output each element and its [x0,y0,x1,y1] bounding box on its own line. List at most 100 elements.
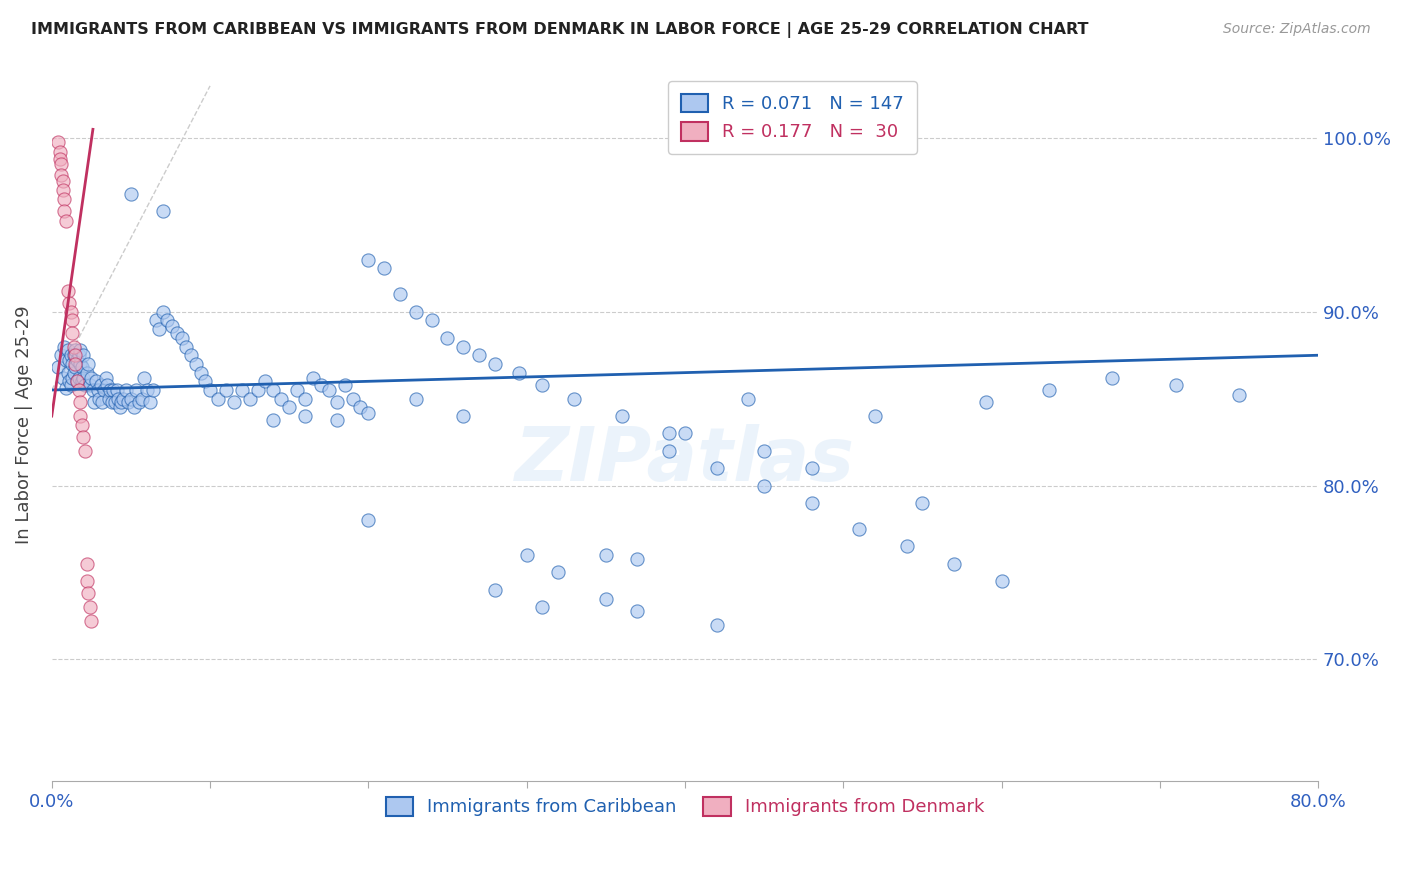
Point [69,395,91,409]
Point [66,353,89,368]
Point [453,409,475,423]
Point [77,586,100,600]
Point [77,357,100,371]
Point [48,145,70,159]
Point [94,371,117,385]
Point [63,366,86,380]
Point [52,371,75,385]
Point [752,443,775,458]
Point [101,395,124,409]
Point [107,392,129,406]
Point [84,374,107,388]
Point [55,381,77,395]
Point [436,331,458,345]
Point [673,426,696,441]
Text: IMMIGRANTS FROM CARIBBEAN VS IMMIGRANTS FROM DENMARK IN LABOR FORCE | AGE 25-29 : IMMIGRANTS FROM CARIBBEAN VS IMMIGRANTS … [31,22,1088,38]
Point [97,392,120,406]
Point [122,401,145,415]
Point [67,371,90,385]
Point [468,348,491,362]
Point [58,374,80,388]
Point [453,340,475,354]
Point [737,392,759,406]
Point [79,377,101,392]
Point [176,340,198,354]
Point [65,348,87,362]
Point [626,604,648,618]
Point [484,357,506,371]
Point [53,204,76,219]
Point [896,540,918,554]
Point [610,409,633,423]
Point [55,214,77,228]
Text: ZIPatlas: ZIPatlas [515,424,855,497]
Point [56,284,79,298]
Point [53,340,76,354]
Point [142,383,165,397]
Point [706,461,728,475]
Point [595,591,617,606]
Point [357,513,380,527]
Point [373,261,395,276]
Point [626,551,648,566]
Point [325,412,347,426]
Point [60,313,83,327]
Point [65,357,87,371]
Y-axis label: In Labor Force | Age 25-29: In Labor Force | Age 25-29 [15,305,32,544]
Point [65,360,87,375]
Point [83,395,105,409]
Point [53,192,76,206]
Point [80,614,103,628]
Point [262,412,284,426]
Point [285,383,308,397]
Point [531,377,554,392]
Point [120,392,142,406]
Point [990,574,1012,589]
Point [152,305,174,319]
Point [170,331,193,345]
Point [357,406,380,420]
Point [55,353,77,368]
Point [52,183,75,197]
Point [222,395,245,409]
Point [120,186,142,201]
Point [302,371,325,385]
Point [60,326,83,340]
Point [69,409,91,423]
Point [82,383,104,397]
Point [117,395,139,409]
Point [60,371,83,385]
Point [70,360,93,375]
Point [115,383,138,397]
Point [194,374,217,388]
Point [70,374,93,388]
Point [800,461,823,475]
Point [190,366,212,380]
Point [104,395,127,409]
Point [69,343,91,357]
Point [145,313,167,327]
Point [148,322,170,336]
Point [180,348,202,362]
Point [246,383,269,397]
Point [63,348,86,362]
Point [547,566,569,580]
Point [333,377,356,392]
Legend: Immigrants from Caribbean, Immigrants from Denmark: Immigrants from Caribbean, Immigrants fr… [377,788,994,825]
Point [943,557,966,571]
Point [1038,383,1060,397]
Point [239,392,262,406]
Point [111,392,134,406]
Point [420,313,443,327]
Point [69,357,91,371]
Point [58,353,80,368]
Point [72,430,94,444]
Point [60,357,83,371]
Point [128,395,150,409]
Point [46,135,69,149]
Point [911,496,934,510]
Point [110,395,132,409]
Point [405,305,427,319]
Point [531,600,554,615]
Point [863,409,886,423]
